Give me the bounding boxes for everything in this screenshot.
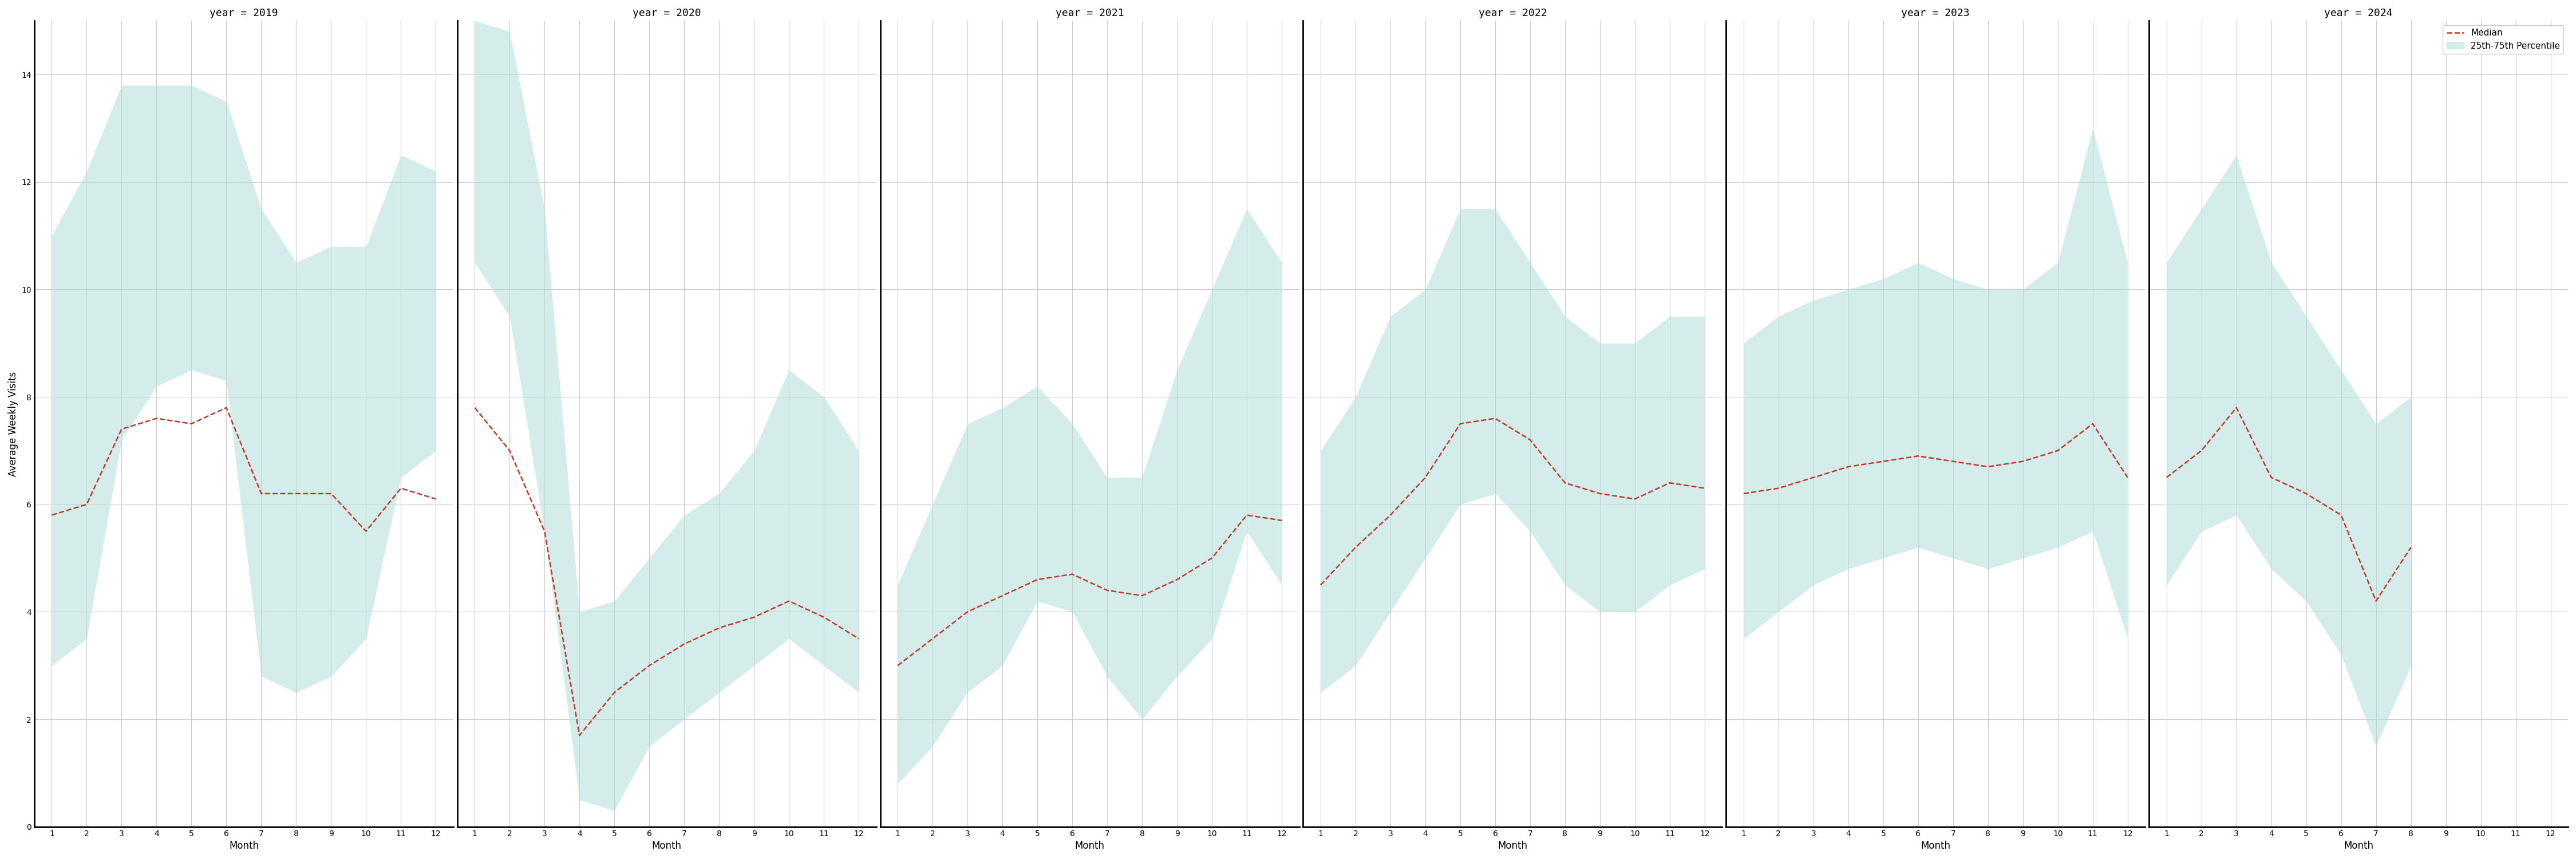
Title: year = 2021: year = 2021	[1056, 8, 1123, 18]
X-axis label: Month: Month	[229, 841, 258, 851]
Title: year = 2019: year = 2019	[209, 8, 278, 18]
X-axis label: Month: Month	[1074, 841, 1105, 851]
Title: year = 2024: year = 2024	[2324, 8, 2393, 18]
X-axis label: Month: Month	[2344, 841, 2372, 851]
Legend: Median, 25th-75th Percentile: Median, 25th-75th Percentile	[2442, 25, 2563, 53]
Title: year = 2020: year = 2020	[634, 8, 701, 18]
X-axis label: Month: Month	[652, 841, 683, 851]
Title: year = 2022: year = 2022	[1479, 8, 1548, 18]
Y-axis label: Average Weekly Visits: Average Weekly Visits	[8, 371, 18, 476]
Title: year = 2023: year = 2023	[1901, 8, 1971, 18]
X-axis label: Month: Month	[1497, 841, 1528, 851]
X-axis label: Month: Month	[1922, 841, 1950, 851]
